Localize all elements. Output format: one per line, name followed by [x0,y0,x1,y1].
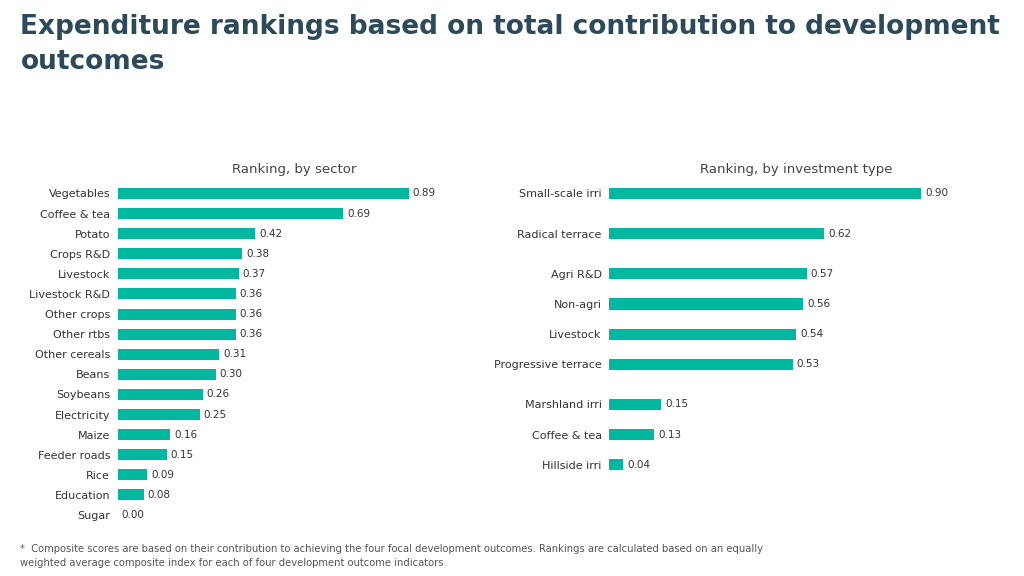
Bar [609,399,662,410]
Text: 0.30: 0.30 [220,369,243,380]
Text: 0.15: 0.15 [666,400,688,410]
Text: 0.37: 0.37 [243,269,266,279]
Text: 0.69: 0.69 [347,209,371,218]
Text: 0.42: 0.42 [259,229,283,238]
Text: 0.53: 0.53 [797,359,820,369]
Bar [118,369,216,380]
Bar [609,268,807,279]
Bar [609,459,624,470]
Text: 0.04: 0.04 [628,460,650,470]
Bar [118,409,200,420]
Bar [118,309,236,320]
Text: 0.13: 0.13 [658,430,682,439]
Text: outcomes: outcomes [20,49,165,75]
Bar [609,429,654,440]
Text: 0.38: 0.38 [246,249,269,259]
Text: 0.09: 0.09 [152,470,174,480]
Text: 0.16: 0.16 [174,430,198,439]
Text: 0.00: 0.00 [122,510,144,520]
Text: 0.36: 0.36 [240,309,262,319]
Bar [118,389,203,400]
Text: 0.57: 0.57 [811,269,834,279]
Bar [118,429,170,440]
Bar [118,469,147,480]
Bar [118,490,144,501]
Text: 0.89: 0.89 [413,188,436,199]
Bar [118,228,255,239]
Bar [118,248,242,259]
Bar [609,188,921,199]
Text: Ranking, by sector: Ranking, by sector [232,162,356,176]
Text: 0.25: 0.25 [204,410,226,419]
Bar [118,208,343,219]
Text: Ranking, by investment type: Ranking, by investment type [700,162,892,176]
Text: 0.15: 0.15 [171,450,194,460]
Bar [118,348,219,360]
Text: 0.56: 0.56 [807,299,830,309]
Text: 0.08: 0.08 [147,490,171,500]
Text: 0.62: 0.62 [828,229,851,238]
Text: 0.54: 0.54 [801,329,823,339]
Text: *  Composite scores are based on their contribution to achieving the four focal : * Composite scores are based on their co… [20,544,764,569]
Bar [118,268,239,279]
Text: 0.26: 0.26 [207,389,229,399]
Bar [118,188,409,199]
Bar [609,329,797,340]
Bar [609,298,803,309]
Text: 0.36: 0.36 [240,289,262,299]
Bar [118,289,236,300]
Text: 0.36: 0.36 [240,329,262,339]
Text: 0.90: 0.90 [925,188,948,199]
Text: 0.31: 0.31 [223,349,246,359]
Bar [118,329,236,340]
Text: Expenditure rankings based on total contribution to development: Expenditure rankings based on total cont… [20,14,1000,40]
Bar [609,359,793,370]
Bar [118,449,167,460]
Bar [609,228,824,239]
